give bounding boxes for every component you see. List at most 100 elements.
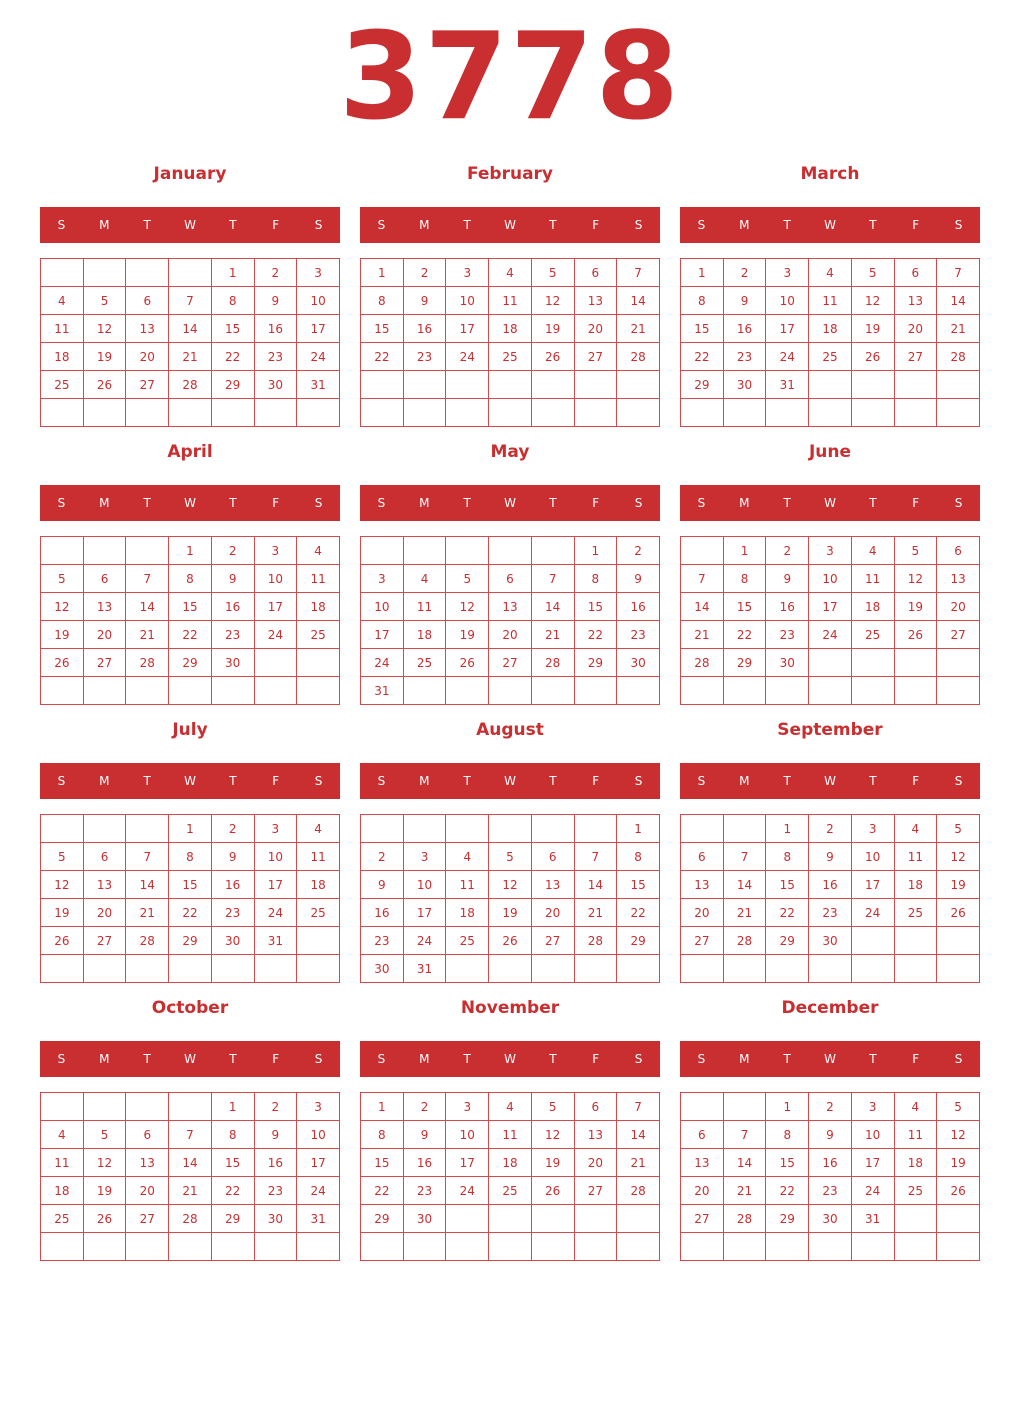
weekday-label: T xyxy=(143,496,151,510)
weekday-label: M xyxy=(99,774,110,788)
day-cell: 12 xyxy=(488,870,532,899)
empty-day-cell xyxy=(808,370,852,399)
day-cell: 2 xyxy=(210,536,255,565)
day-cell: 5 xyxy=(40,564,84,593)
day-cell: 14 xyxy=(125,870,170,899)
week-row: 13 14 15 16 17 18 19 xyxy=(680,870,980,899)
day-cell: 6 xyxy=(82,842,127,871)
day-cell: 1 xyxy=(210,1092,255,1121)
day-cell: 25 xyxy=(808,342,852,371)
weekday-label: F xyxy=(912,774,920,788)
week-row: 15 16 17 18 19 20 21 xyxy=(360,314,660,343)
weekday-label: M xyxy=(99,218,110,232)
empty-day-cell xyxy=(253,648,298,677)
day-cell: 15 xyxy=(765,1148,810,1177)
empty-day-cell xyxy=(360,536,404,565)
day-cell: 27 xyxy=(893,342,938,371)
weekday-label: S xyxy=(697,774,706,788)
day-cell: 28 xyxy=(573,926,618,955)
day-cell: 9 xyxy=(616,564,660,593)
day-cell: 16 xyxy=(253,1148,298,1177)
day-cell: 13 xyxy=(573,1120,618,1149)
weekday-label: S xyxy=(377,218,386,232)
day-cell: 31 xyxy=(360,676,404,705)
empty-day-cell xyxy=(893,370,938,399)
week-row xyxy=(680,676,980,705)
day-cell: 26 xyxy=(40,926,84,955)
day-cell: 16 xyxy=(765,592,810,621)
day-cell: 15 xyxy=(680,314,724,343)
day-cell: 14 xyxy=(530,592,575,621)
day-cell: 21 xyxy=(616,1148,660,1177)
empty-day-cell xyxy=(488,1204,532,1233)
day-cell: 1 xyxy=(168,814,212,843)
empty-day-cell xyxy=(82,954,127,983)
day-cell: 23 xyxy=(808,898,852,927)
month-title: December xyxy=(781,998,879,1018)
day-cell: 3 xyxy=(765,258,810,287)
day-cell: 25 xyxy=(296,898,340,927)
empty-day-cell xyxy=(680,536,724,565)
empty-day-cell xyxy=(808,1232,852,1261)
empty-day-cell xyxy=(402,370,447,399)
weekday-label: S xyxy=(697,1052,706,1066)
weekday-label: W xyxy=(504,774,516,788)
day-cell: 21 xyxy=(125,898,170,927)
weekday-label: T xyxy=(463,218,471,232)
day-cell: 19 xyxy=(40,620,84,649)
weekday-label: T xyxy=(869,218,877,232)
day-cell: 6 xyxy=(680,842,724,871)
week-row: 8 9 10 11 12 13 14 xyxy=(360,286,660,315)
day-cell: 18 xyxy=(488,1148,532,1177)
weekday-label: T xyxy=(869,1052,877,1066)
day-cell: 7 xyxy=(125,564,170,593)
day-cell: 7 xyxy=(680,564,724,593)
empty-day-cell xyxy=(765,398,810,427)
weekday-label: T xyxy=(549,774,557,788)
day-cell: 23 xyxy=(722,342,767,371)
weekday-label: F xyxy=(912,1052,920,1066)
day-cell: 12 xyxy=(445,592,490,621)
empty-day-cell xyxy=(893,954,938,983)
day-cell: 22 xyxy=(573,620,618,649)
empty-day-cell xyxy=(210,954,255,983)
day-cell: 18 xyxy=(402,620,447,649)
empty-day-cell xyxy=(530,370,575,399)
day-cell: 6 xyxy=(125,1120,170,1149)
empty-day-cell xyxy=(253,398,298,427)
day-cell: 19 xyxy=(445,620,490,649)
weekday-label: T xyxy=(783,774,791,788)
day-cell: 4 xyxy=(893,814,938,843)
day-cell: 4 xyxy=(402,564,447,593)
day-cell: 26 xyxy=(488,926,532,955)
weekday-label: S xyxy=(314,1052,323,1066)
weekday-label: M xyxy=(739,1052,750,1066)
day-cell: 2 xyxy=(722,258,767,287)
day-cell: 12 xyxy=(850,286,895,315)
day-cell: 13 xyxy=(936,564,980,593)
week-row: 16 17 18 19 20 21 22 xyxy=(360,898,660,927)
empty-day-cell xyxy=(722,676,767,705)
day-cell: 21 xyxy=(168,1176,212,1205)
day-cell: 13 xyxy=(125,314,170,343)
day-cell: 9 xyxy=(253,286,298,315)
year-title: 3778 xyxy=(339,8,681,147)
day-cell: 15 xyxy=(360,314,404,343)
day-cell: 27 xyxy=(680,926,724,955)
week-row: 7 8 9 10 11 12 13 xyxy=(680,564,980,593)
day-cell: 5 xyxy=(445,564,490,593)
day-cell: 8 xyxy=(765,1120,810,1149)
empty-day-cell xyxy=(573,814,618,843)
empty-day-cell xyxy=(488,398,532,427)
empty-day-cell xyxy=(445,370,490,399)
day-cell: 7 xyxy=(530,564,575,593)
day-cell: 10 xyxy=(850,842,895,871)
weekday-label: S xyxy=(954,218,963,232)
week-row: 18 19 20 21 22 23 24 xyxy=(40,1176,340,1205)
weekday-label: M xyxy=(739,218,750,232)
